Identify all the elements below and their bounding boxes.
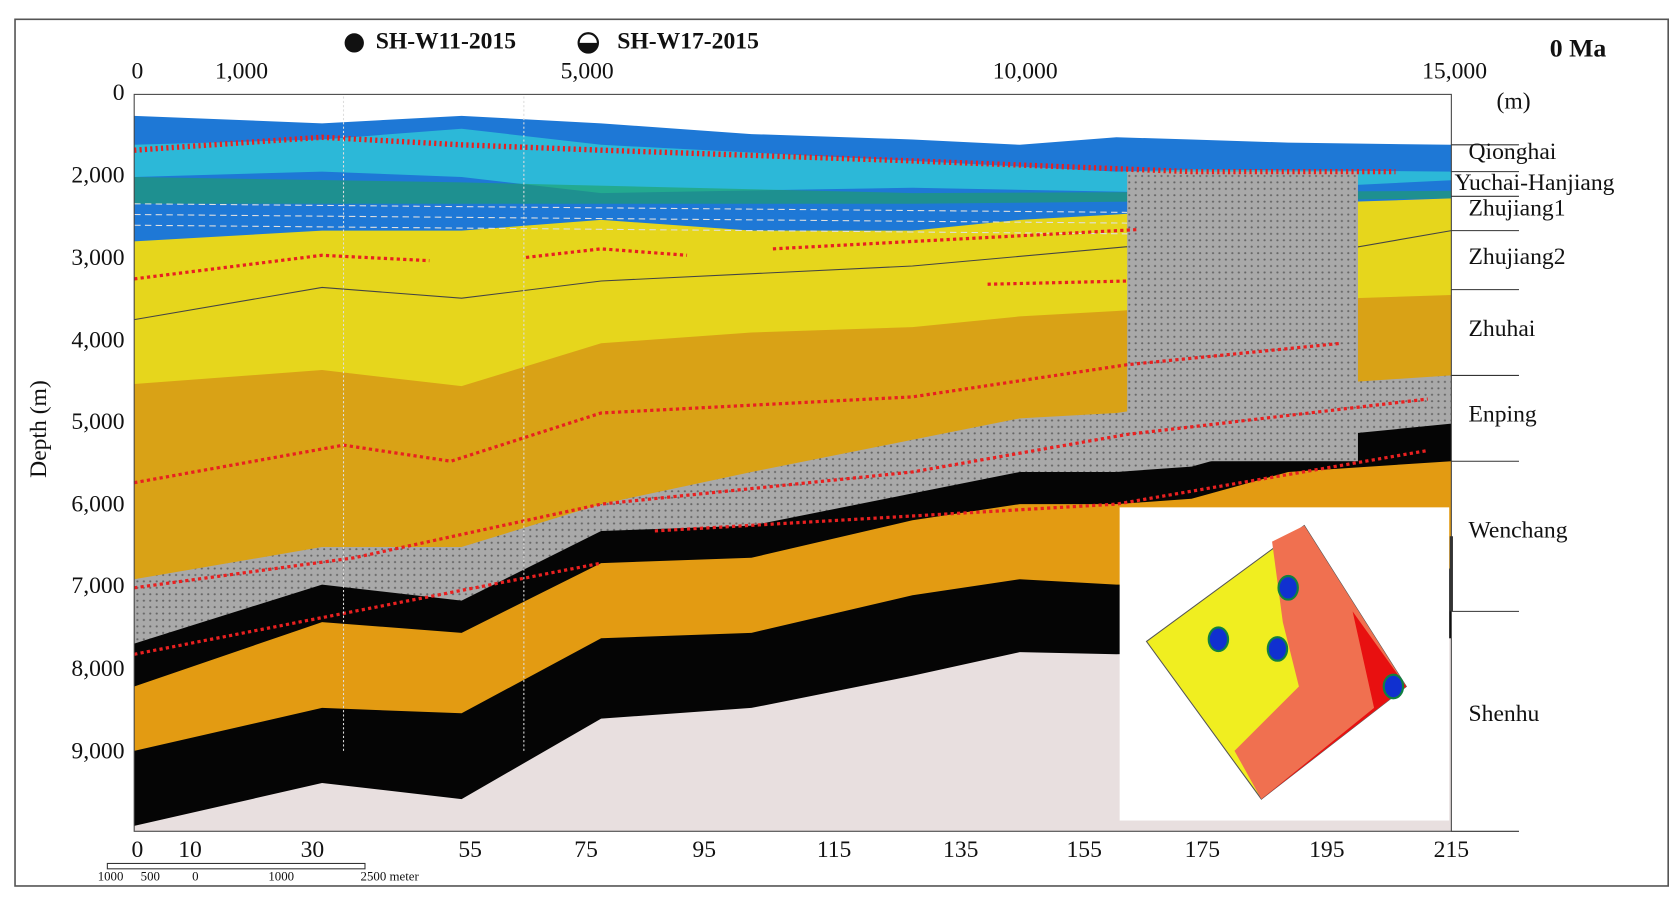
legend-label: SH-W11-2015	[376, 28, 516, 54]
migration-path	[772, 227, 1138, 251]
migration-path	[134, 134, 1396, 175]
bottom-tick-label: 0	[132, 837, 144, 863]
formation-label: Shenhu	[1469, 701, 1540, 727]
bottom-tick-label: 75	[574, 837, 598, 863]
bottom-tick-label: 195	[1309, 837, 1344, 863]
frame	[14, 18, 1669, 887]
scale-bar	[106, 862, 366, 870]
left-tick-label: 9,000	[71, 738, 124, 764]
inset-zone	[1261, 611, 1407, 800]
scale-label: 2500 meter	[361, 869, 420, 883]
axis-unit: (m)	[1497, 88, 1531, 114]
section	[133, 93, 1519, 832]
top-tick-label: 0	[132, 58, 144, 84]
top-tick-label: 15,000	[1422, 58, 1487, 84]
formation-label: Enping	[1469, 402, 1537, 428]
bottom-tick-label: 95	[692, 837, 716, 863]
migration-path	[133, 561, 602, 656]
stratum	[134, 176, 1452, 204]
left-tick-label: 6,000	[71, 492, 124, 518]
bottom-tick-label: 155	[1067, 837, 1102, 863]
left-tick-label: 5,000	[71, 409, 124, 435]
scale-label: 0	[192, 869, 198, 883]
horizon	[134, 203, 1128, 213]
scale-label: 1000	[268, 869, 294, 883]
bottom-tick-label: 175	[1185, 837, 1220, 863]
top-tick-label: 1,000	[215, 58, 268, 84]
formation-label: Zhujiang2	[1469, 244, 1566, 270]
migration-path	[133, 397, 1428, 590]
formation-label: Zhujiang1	[1469, 196, 1566, 222]
stratum	[134, 128, 1452, 194]
bottom-tick-label: 115	[817, 837, 852, 863]
legend-symbol	[344, 33, 364, 53]
left-tick-label: 3,000	[71, 245, 124, 271]
scale-label: 1000	[98, 869, 124, 883]
top-tick-label: 5,000	[561, 58, 614, 84]
migration-path	[987, 279, 1128, 286]
formation-label: Qionghai	[1469, 139, 1557, 165]
migration-path	[133, 253, 430, 281]
left-tick-label: 4,000	[71, 328, 124, 354]
horizon	[134, 224, 1128, 235]
bottom-tick-label: 135	[943, 837, 978, 863]
horizon	[134, 213, 1128, 224]
left-tick-label: 2,000	[71, 162, 124, 188]
left-tick-label: 0	[113, 80, 125, 106]
top-tick-label: 10,000	[993, 58, 1058, 84]
inset-body	[1277, 574, 1299, 601]
inset-body	[1207, 626, 1230, 653]
inset-zone	[1234, 525, 1407, 800]
formation-label: Zhuhai	[1469, 316, 1536, 342]
legend-label: SH-W17-2015	[617, 28, 759, 54]
inset-body	[1266, 636, 1289, 662]
left-tick-label: 7,000	[71, 573, 124, 599]
migration-path	[654, 448, 1429, 533]
age-label: 0 Ma	[1550, 33, 1607, 62]
labels: SH-W11-2015 SH-W17-2015 0 Ma (m) Depth (…	[26, 28, 1614, 883]
inset-body	[1382, 673, 1405, 700]
scale-label: 500	[141, 869, 160, 883]
legend-symbol	[578, 42, 598, 53]
bottom-tick-label: 215	[1434, 837, 1469, 863]
formation-label: Wenchang	[1469, 517, 1568, 543]
left-tick-label: 8,000	[71, 656, 124, 682]
bottom-tick-label: 30	[301, 837, 325, 863]
bottom-tick-label: 55	[458, 837, 482, 863]
plot-border	[133, 93, 1452, 832]
bottom-tick-label: 10	[178, 837, 202, 863]
gray-block	[1127, 171, 1358, 462]
formation-label: Yuchai-Hanjiang	[1455, 170, 1615, 196]
axis-title: Depth (m)	[26, 380, 52, 478]
